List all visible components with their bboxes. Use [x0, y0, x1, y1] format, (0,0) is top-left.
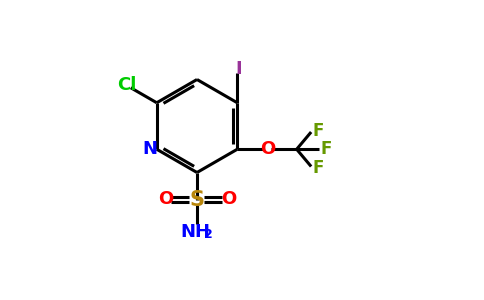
Text: F: F [320, 140, 332, 158]
Text: S: S [190, 190, 205, 209]
Text: O: O [158, 190, 173, 208]
Text: F: F [312, 122, 323, 140]
Text: I: I [235, 60, 242, 78]
Text: Cl: Cl [118, 76, 137, 94]
Text: F: F [312, 159, 323, 177]
Text: 2: 2 [204, 228, 213, 241]
Text: N: N [143, 140, 158, 158]
Text: NH: NH [181, 223, 211, 241]
Text: O: O [260, 140, 275, 158]
Text: O: O [221, 190, 236, 208]
